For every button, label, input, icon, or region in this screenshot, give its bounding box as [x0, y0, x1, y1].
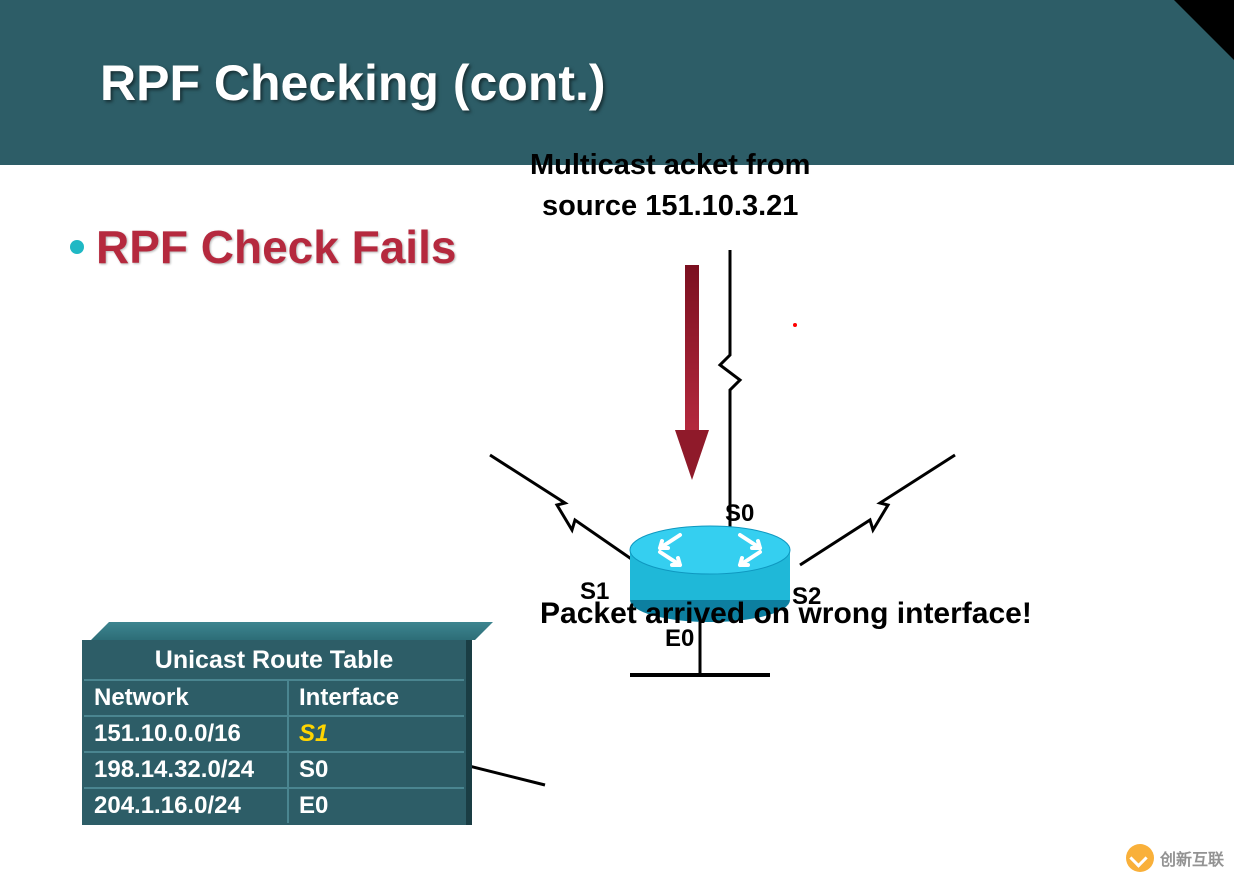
network-lines-svg: [430, 230, 1030, 730]
cell-interface: S0: [289, 753, 464, 787]
cell-interface: E0: [289, 789, 464, 823]
router-diagram: Multicast acket from source 151.10.3.21: [430, 145, 1130, 745]
table-title: Unicast Route Table: [84, 642, 464, 679]
watermark: 创新互联: [1126, 844, 1224, 872]
slide-title: RPF Checking (cont.): [100, 54, 606, 112]
cell-network: 204.1.16.0/24: [84, 789, 289, 823]
red-dot: [793, 323, 797, 327]
link-s2: [800, 455, 955, 565]
footer-message: Packet arrived on wrong interface!: [540, 597, 1032, 631]
packet-source-label: Multicast acket from source 151.10.3.21: [530, 145, 810, 226]
table-header-row: Network Interface: [84, 679, 464, 715]
col-header-network: Network: [84, 681, 289, 715]
watermark-text: 创新互联: [1160, 846, 1224, 870]
cell-network: 198.14.32.0/24: [84, 753, 289, 787]
incoming-arrow-shaft: [685, 265, 699, 435]
watermark-logo-icon: [1126, 844, 1154, 872]
incoming-arrow-head: [675, 430, 709, 480]
cell-interface-highlight: S1: [289, 717, 464, 751]
table-body: Unicast Route Table Network Interface 15…: [82, 640, 466, 825]
interface-label-s0: S0: [725, 500, 754, 528]
table-row: 198.14.32.0/24 S0: [84, 751, 464, 787]
link-s0: [720, 250, 740, 540]
table-row: 204.1.16.0/24 E0: [84, 787, 464, 823]
table-row: 151.10.0.0/16 S1: [84, 715, 464, 751]
packet-label-line1: Multicast acket from: [530, 149, 810, 181]
slide-header: RPF Checking (cont.): [0, 0, 1234, 165]
table-3d-top: [91, 622, 493, 640]
bullet-text: RPF Check Fails: [96, 220, 456, 274]
corner-decoration: [1174, 0, 1234, 60]
link-s1: [490, 455, 640, 565]
cell-network: 151.10.0.0/16: [84, 717, 289, 751]
packet-label-line2: source 151.10.3.21: [542, 190, 798, 222]
col-header-interface: Interface: [289, 681, 464, 715]
bullet-dot-icon: [70, 240, 84, 254]
route-table: Unicast Route Table Network Interface 15…: [82, 622, 466, 825]
